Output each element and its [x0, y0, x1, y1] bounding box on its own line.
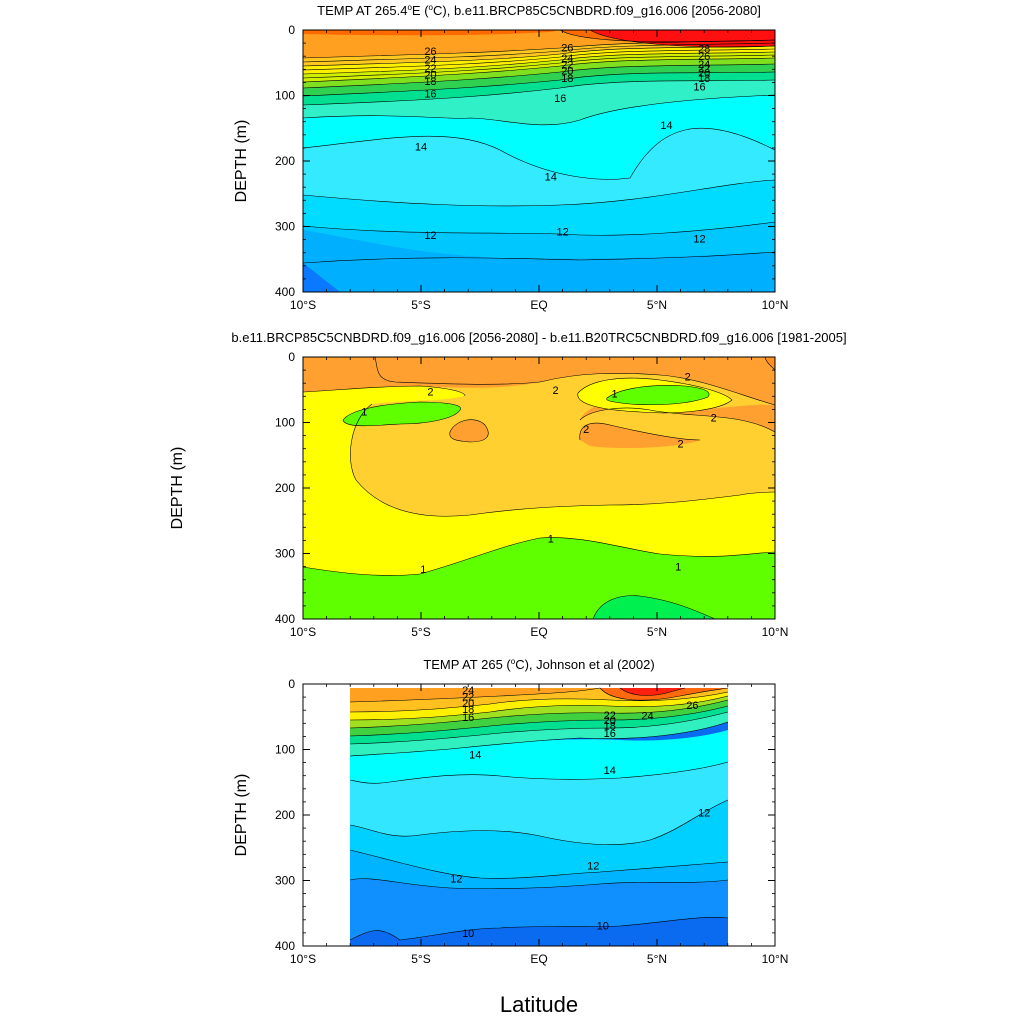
contour-label: 26 — [698, 51, 710, 63]
y-tick-label: 0 — [288, 23, 295, 37]
contour-label: 2 — [685, 372, 691, 384]
contour-label: 24 — [462, 685, 474, 697]
contour-label: 16 — [462, 712, 474, 724]
y-tick-label: 0 — [288, 350, 295, 364]
contour-label: 2 — [583, 424, 589, 436]
contour-label: 1 — [548, 533, 554, 545]
contour-label: 2 — [552, 385, 558, 397]
contour-label: 18 — [698, 73, 710, 85]
x-tick-label: 5°S — [411, 298, 430, 312]
panel-3-title: TEMP AT 265 (oC), Johnson et al (2002) — [423, 657, 654, 672]
contour-label: 20 — [604, 715, 616, 727]
panel-3-contour-field — [349, 687, 729, 946]
contour-label: 12 — [693, 233, 705, 245]
panel-1-contour-field — [303, 30, 775, 292]
panel-observed-temperature: TEMP AT 265 (oC), Johnson et al (2002) — [233, 657, 788, 966]
contour-label: 26 — [424, 46, 436, 58]
contour-label: 18 — [561, 73, 573, 85]
contour-label: 1 — [361, 406, 367, 418]
contour-label: 22 — [424, 63, 436, 75]
contour-label: 10 — [462, 928, 474, 940]
x-tick-label: EQ — [530, 952, 547, 966]
contour-label: 12 — [587, 860, 599, 872]
contour-label: 1 — [611, 389, 617, 401]
contour-label: 26 — [686, 700, 698, 712]
contour-label: 2 — [711, 412, 717, 424]
contour-label: 14 — [604, 765, 616, 777]
contour-label: 12 — [424, 230, 436, 242]
contour-label: 16 — [554, 93, 566, 105]
contour-label: 10 — [597, 921, 609, 933]
contour-label: 22 — [561, 60, 573, 72]
x-tick-label: 5°S — [411, 625, 430, 639]
contour-label: 28 — [698, 43, 710, 55]
contour-label: 18 — [462, 704, 474, 716]
contour-label: 20 — [462, 698, 474, 710]
contour-label: 20 — [698, 68, 710, 80]
x-tick-label: 5°N — [647, 952, 667, 966]
y-tick-label: 200 — [275, 481, 295, 495]
contour-label: 14 — [660, 120, 672, 132]
contour-label: 2 — [678, 438, 684, 450]
contour-label: 20 — [561, 66, 573, 78]
y-tick-label: 100 — [275, 89, 295, 103]
y-tick-label: 400 — [275, 285, 295, 299]
contour-label: 12 — [556, 227, 568, 239]
x-tick-label: 10°N — [762, 298, 789, 312]
contour-label: 18 — [604, 720, 616, 732]
contour-label: 24 — [424, 54, 436, 66]
y-tick-label: 0 — [288, 677, 295, 691]
contour-label: 26 — [561, 43, 573, 55]
x-tick-label: 10°S — [290, 952, 316, 966]
x-tick-label: 10°N — [762, 952, 789, 966]
x-tick-label: 10°S — [290, 298, 316, 312]
contour-label: 24 — [561, 53, 573, 65]
contour-label: 1 — [675, 562, 681, 574]
contour-label: 12 — [450, 874, 462, 886]
panel-3-y-axis-label: DEPTH (m) — [233, 774, 250, 857]
contour-label: 24 — [698, 59, 710, 71]
y-tick-label: 100 — [275, 743, 295, 757]
contour-label: 22 — [604, 710, 616, 722]
x-tick-label: 10°S — [290, 625, 316, 639]
figure-x-axis-label: Latitude — [500, 992, 578, 1017]
contour-label: 16 — [424, 89, 436, 101]
x-tick-label: EQ — [530, 298, 547, 312]
contour-label: 2 — [427, 387, 433, 399]
x-tick-label: 5°N — [647, 298, 667, 312]
y-tick-label: 400 — [275, 612, 295, 626]
panel-temperature-difference: b.e11.BRCP85C5CNBDRD.f09_g16.006 [2056-2… — [169, 330, 847, 639]
x-tick-label: 10°N — [762, 625, 789, 639]
x-tick-label: 5°N — [647, 625, 667, 639]
x-tick-label: EQ — [530, 625, 547, 639]
contour-label: 1 — [420, 564, 426, 576]
contour-label: 22 — [462, 691, 474, 703]
contour-label: 14 — [545, 172, 557, 184]
y-tick-label: 400 — [275, 939, 295, 953]
contour-label: 14 — [469, 750, 481, 762]
y-tick-label: 300 — [275, 220, 295, 234]
y-tick-label: 200 — [275, 154, 295, 168]
panel-2-y-axis-label: DEPTH (m) — [169, 447, 186, 530]
contour-label: 12 — [698, 807, 710, 819]
y-tick-label: 100 — [275, 416, 295, 430]
panel-2-title: b.e11.BRCP85C5CNBDRD.f09_g16.006 [2056-2… — [231, 330, 846, 345]
panel-model-temperature: TEMP AT 265.4oE (oC), b.e11.BRCP85C5CNBD… — [233, 3, 788, 312]
contour-label: 24 — [641, 710, 653, 722]
panel-1-title: TEMP AT 265.4oE (oC), b.e11.BRCP85C5CNBD… — [317, 3, 761, 18]
panel-1-y-axis-label: DEPTH (m) — [233, 120, 250, 203]
contour-label: 20 — [424, 70, 436, 82]
y-tick-label: 300 — [275, 874, 295, 888]
panel-2-contour-field — [303, 357, 775, 619]
contour-label: 18 — [424, 76, 436, 88]
x-tick-label: 5°S — [411, 952, 430, 966]
contour-label: 16 — [604, 728, 616, 740]
contour-label: 22 — [698, 63, 710, 75]
contour-label: 16 — [693, 81, 705, 93]
y-tick-label: 300 — [275, 547, 295, 561]
contour-label: 14 — [415, 142, 427, 154]
y-tick-label: 200 — [275, 808, 295, 822]
